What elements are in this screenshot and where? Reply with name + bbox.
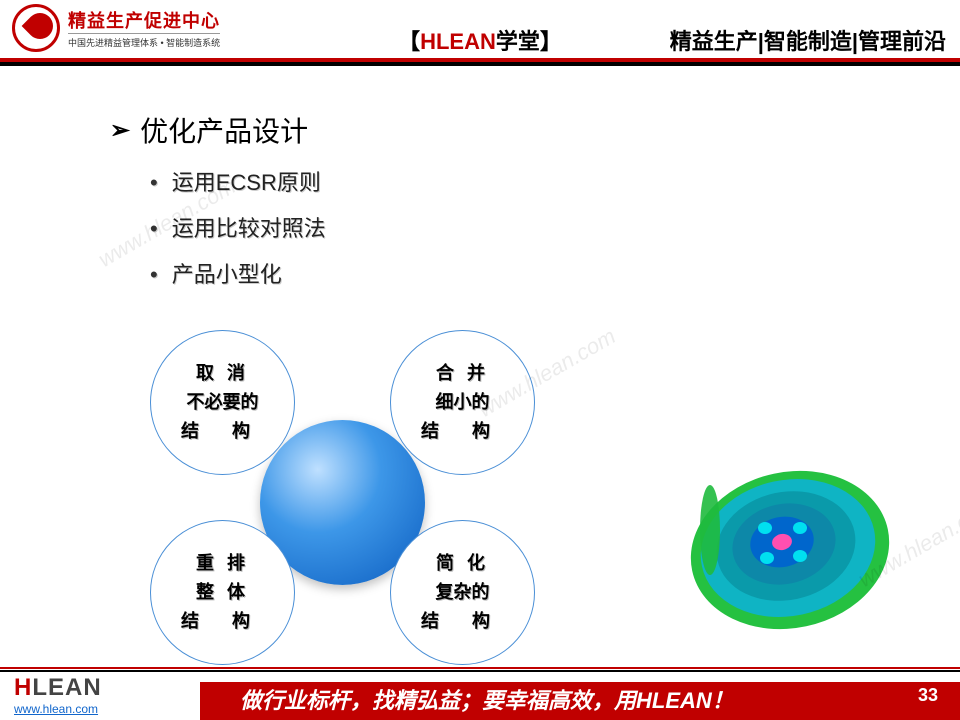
header: 精益生产促进中心 中国先进精益管理体系 • 智能制造系统 【HLEAN学堂】 精… [0, 0, 960, 62]
node-eliminate: 取 消 不必要的 结 构 [150, 330, 295, 475]
node-line: 重 排 [196, 549, 249, 578]
arrow-icon: ➢ [110, 116, 130, 145]
header-underline [0, 62, 960, 66]
bullet-list: 运用ECSR原则 运用比较对照法 产品小型化 [150, 165, 326, 303]
section-title: ➢ 优化产品设计 [110, 110, 308, 150]
node-line: 细小的 [436, 388, 490, 417]
slide-page: 精益生产促进中心 中国先进精益管理体系 • 智能制造系统 【HLEAN学堂】 精… [0, 0, 960, 720]
footer-logo-h: H [14, 674, 32, 701]
node-line: 结 构 [181, 607, 264, 636]
node-simplify: 简 化 复杂的 结 构 [390, 520, 535, 665]
node-rearrange: 重 排 整 体 结 构 [150, 520, 295, 665]
header-xuetang: 学堂 [496, 29, 540, 54]
title-text: 优化产品设计 [140, 110, 308, 150]
node-line: 结 构 [421, 607, 504, 636]
header-hlean: HLEAN [420, 29, 496, 54]
node-line: 复杂的 [436, 578, 490, 607]
footer-logo-lean: LEAN [32, 674, 101, 701]
footer-url: www.hlean.com [14, 702, 102, 716]
node-line: 结 构 [181, 417, 264, 446]
node-line: 整 体 [196, 578, 249, 607]
footer: HLEAN www.hlean.com 做行业标杆，找精弘益；要幸福高效，用HL… [0, 670, 960, 720]
footer-banner-text: 做行业标杆，找精弘益；要幸福高效，用HLEAN！ [240, 688, 734, 713]
node-line: 结 构 [421, 417, 504, 446]
footer-logo-text: HLEAN [14, 674, 102, 702]
footer-logo: HLEAN www.hlean.com [14, 674, 102, 716]
bracket-close: 】 [540, 29, 562, 54]
footer-redline [0, 667, 960, 669]
node-line: 取 消 [196, 359, 249, 388]
bullet-item: 运用比较对照法 [150, 211, 326, 243]
footer-blackline [0, 670, 960, 672]
bullet-item: 产品小型化 [150, 257, 326, 289]
bracket-open: 【 [398, 29, 420, 54]
header-right: 精益生产|智能制造|管理前沿 [670, 24, 946, 56]
page-number: 33 [918, 676, 938, 714]
content-area: ➢ 优化产品设计 运用ECSR原则 运用比较对照法 产品小型化 取 消 不必要的… [0, 80, 960, 670]
node-line: 不必要的 [187, 388, 259, 417]
footer-banner: 做行业标杆，找精弘益；要幸福高效，用HLEAN！ 33 [200, 682, 960, 720]
node-line: 简 化 [436, 549, 489, 578]
part-3d-illustration [670, 450, 900, 640]
node-line: 合 并 [436, 359, 489, 388]
bullet-item: 运用ECSR原则 [150, 165, 326, 197]
node-combine: 合 并 细小的 结 构 [390, 330, 535, 475]
ecsr-diagram: 取 消 不必要的 结 构 合 并 细小的 结 构 重 排 整 体 结 构 简 化… [140, 330, 540, 670]
part-3d-svg [670, 450, 900, 640]
